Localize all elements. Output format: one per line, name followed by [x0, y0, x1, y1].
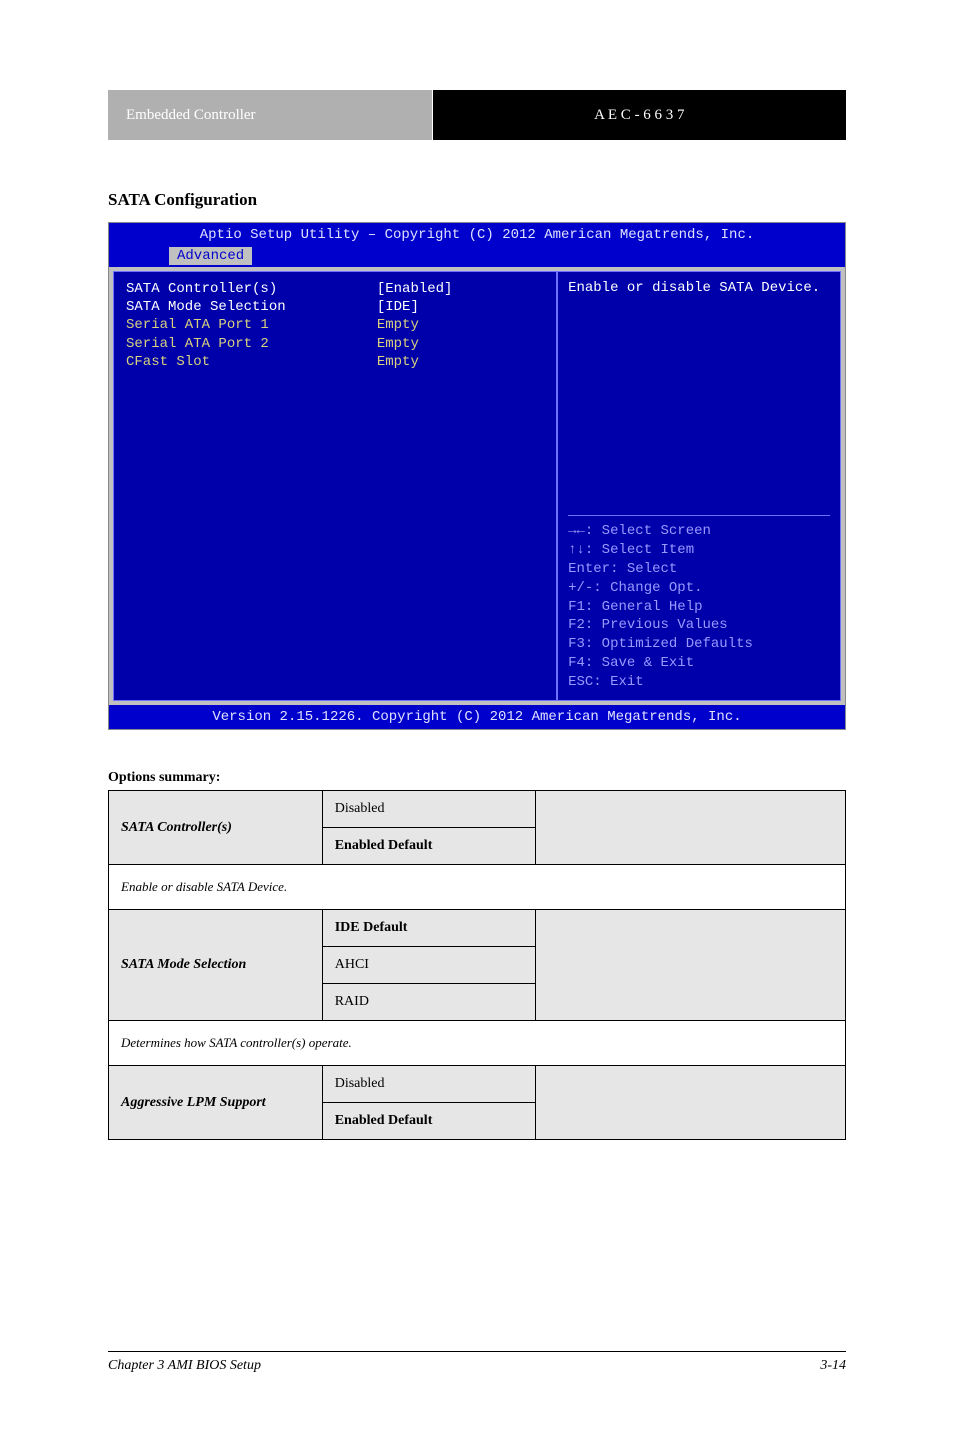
bios-setting-label: Serial ATA Port 2 — [126, 335, 377, 353]
options-summary: Options summary: SATA Controller(s)Disab… — [108, 770, 846, 1140]
bios-setting-label: Serial ATA Port 1 — [126, 316, 377, 334]
option-choice: IDE Default — [322, 910, 536, 947]
bios-hint-line: F2: Previous Values — [568, 616, 830, 635]
bios-hint-line: +/-: Change Opt. — [568, 579, 830, 598]
option-choice: Disabled — [322, 1066, 536, 1103]
header-left: Embedded Controller — [108, 90, 433, 140]
option-desc — [536, 1066, 846, 1140]
bios-setting-label: CFast Slot — [126, 353, 377, 371]
bios-hint-line: F4: Save & Exit — [568, 654, 830, 673]
bios-setting-value: Empty — [377, 353, 544, 371]
option-choice: AHCI — [322, 947, 536, 984]
bios-setting-label: SATA Controller(s) — [126, 280, 377, 298]
footer-left: Chapter 3 AMI BIOS Setup — [108, 1358, 261, 1374]
option-choice: Enabled Default — [322, 1103, 536, 1140]
bios-setting-row: Serial ATA Port 2Empty — [126, 335, 544, 353]
bios-hint-line: →←: Select Screen — [568, 522, 830, 541]
bios-footer: Version 2.15.1226. Copyright (C) 2012 Am… — [109, 705, 845, 729]
option-desc — [536, 791, 846, 865]
options-note: Enable or disable SATA Device. — [109, 865, 846, 910]
bios-title-bar: Aptio Setup Utility – Copyright (C) 2012… — [109, 223, 845, 247]
bios-setting-row: CFast SlotEmpty — [126, 353, 544, 371]
option-name: Aggressive LPM Support — [109, 1066, 323, 1140]
option-choice: Enabled Default — [322, 828, 536, 865]
page-footer: Chapter 3 AMI BIOS Setup 3-14 — [108, 1351, 846, 1374]
bios-setting-row[interactable]: SATA Mode Selection[IDE] — [126, 298, 544, 316]
bios-help-text: Enable or disable SATA Device. — [568, 280, 830, 515]
options-note: Determines how SATA controller(s) operat… — [109, 1021, 846, 1066]
bios-hint-line: F1: General Help — [568, 598, 830, 617]
option-name: SATA Controller(s) — [109, 791, 323, 865]
option-choice: RAID — [322, 984, 536, 1021]
section-title: SATA Configuration — [108, 190, 846, 210]
bios-setting-row: Serial ATA Port 1Empty — [126, 316, 544, 334]
bios-hint-line: ↑↓: Select Item — [568, 541, 830, 560]
bios-setting-label: SATA Mode Selection — [126, 298, 377, 316]
bios-hint-line: F3: Optimized Defaults — [568, 635, 830, 654]
bios-setting-value: Empty — [377, 316, 544, 334]
bios-left-pane: SATA Controller(s)[Enabled]SATA Mode Sel… — [113, 271, 557, 701]
bios-setting-value: Empty — [377, 335, 544, 353]
option-name: SATA Mode Selection — [109, 910, 323, 1021]
options-table: SATA Controller(s)DisabledEnabled Defaul… — [108, 790, 846, 1140]
bios-hint-line: Enter: Select — [568, 560, 830, 579]
header-right: A E C - 6 6 3 7 — [433, 90, 846, 140]
bios-screenshot: Aptio Setup Utility – Copyright (C) 2012… — [108, 222, 846, 730]
bios-setting-row[interactable]: SATA Controller(s)[Enabled] — [126, 280, 544, 298]
bios-setting-value: [IDE] — [377, 298, 544, 316]
bios-tab-bar: Advanced — [109, 247, 845, 267]
bios-tab-advanced[interactable]: Advanced — [169, 247, 252, 265]
doc-header: Embedded Controller A E C - 6 6 3 7 — [108, 90, 846, 140]
option-desc — [536, 910, 846, 1021]
footer-right: 3-14 — [820, 1358, 846, 1374]
bios-key-hints: →←: Select Screen↑↓: Select ItemEnter: S… — [568, 515, 830, 692]
options-summary-label: Options summary: — [108, 770, 846, 786]
bios-right-pane: Enable or disable SATA Device. →←: Selec… — [557, 271, 841, 701]
bios-body: SATA Controller(s)[Enabled]SATA Mode Sel… — [109, 267, 845, 705]
option-choice: Disabled — [322, 791, 536, 828]
bios-setting-value: [Enabled] — [377, 280, 544, 298]
bios-hint-line: ESC: Exit — [568, 673, 830, 692]
